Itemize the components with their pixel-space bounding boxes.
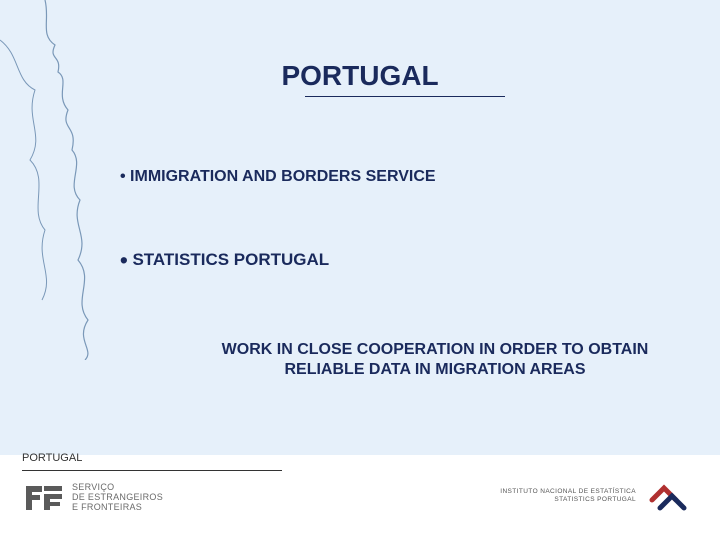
sef-logo-mark [22, 480, 64, 516]
bullet-dot: • [120, 248, 128, 273]
sef-line3: E FRONTEIRAS [72, 503, 163, 513]
ine-line1: INSTITUTO NACIONAL DE ESTATÍSTICA [500, 488, 636, 496]
title-underline [305, 96, 505, 97]
cooperation-text: WORK IN CLOSE COOPERATION IN ORDER TO OB… [200, 340, 670, 380]
bullet-statistics-text: STATISTICS PORTUGAL [132, 250, 329, 269]
ine-logo-mark [646, 476, 690, 516]
ine-logo-text: INSTITUTO NACIONAL DE ESTATÍSTICA STATIS… [500, 488, 636, 504]
sef-logo: SEF SERVIÇO DE ESTRANGEIROS E FRONTEIRAS [22, 480, 163, 516]
ine-logo: INSTITUTO NACIONAL DE ESTATÍSTICA STATIS… [500, 476, 690, 516]
footer-label: PORTUGAL [22, 452, 82, 464]
bullet-statistics: • STATISTICS PORTUGAL [120, 250, 329, 270]
bullet-immigration: • IMMIGRATION AND BORDERS SERVICE [120, 168, 436, 186]
footer-rule [22, 470, 282, 471]
sef-logo-text: SEF SERVIÇO DE ESTRANGEIROS E FRONTEIRAS [72, 483, 163, 513]
ine-line2: STATISTICS PORTUGAL [500, 496, 636, 504]
slide-title: PORTUGAL [0, 60, 720, 92]
